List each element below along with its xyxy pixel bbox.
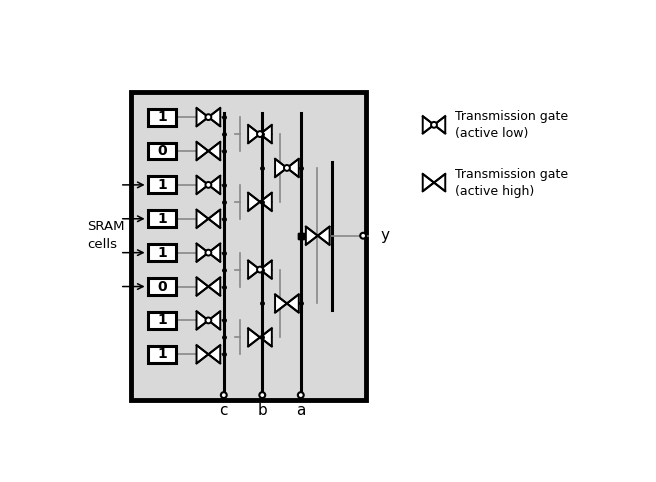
Polygon shape <box>275 159 287 177</box>
Polygon shape <box>209 243 220 262</box>
Polygon shape <box>248 328 260 347</box>
FancyBboxPatch shape <box>148 210 176 227</box>
Polygon shape <box>197 176 209 194</box>
Text: 1: 1 <box>157 348 167 362</box>
FancyBboxPatch shape <box>131 92 366 400</box>
Polygon shape <box>209 311 220 330</box>
Circle shape <box>257 267 263 272</box>
Text: c: c <box>220 403 228 418</box>
Polygon shape <box>248 260 260 279</box>
Circle shape <box>284 165 290 171</box>
Text: (active high): (active high) <box>455 185 534 198</box>
Text: Transmission gate: Transmission gate <box>455 168 568 181</box>
Circle shape <box>205 250 211 255</box>
Polygon shape <box>318 227 329 245</box>
Polygon shape <box>209 277 220 295</box>
FancyBboxPatch shape <box>148 346 176 363</box>
Text: Transmission gate: Transmission gate <box>455 110 568 123</box>
Polygon shape <box>209 142 220 160</box>
Polygon shape <box>306 227 318 245</box>
Circle shape <box>221 392 227 398</box>
Polygon shape <box>248 125 260 143</box>
Text: y: y <box>380 228 389 243</box>
Text: a: a <box>296 403 306 418</box>
Polygon shape <box>260 328 272 347</box>
Polygon shape <box>422 116 434 134</box>
Circle shape <box>360 233 366 239</box>
Polygon shape <box>197 311 209 330</box>
Polygon shape <box>209 210 220 228</box>
Circle shape <box>205 318 211 323</box>
Text: 0: 0 <box>157 144 167 158</box>
Circle shape <box>257 131 263 137</box>
Polygon shape <box>197 210 209 228</box>
Text: b: b <box>257 403 267 418</box>
FancyBboxPatch shape <box>148 278 176 295</box>
Text: 1: 1 <box>157 178 167 192</box>
Polygon shape <box>248 193 260 211</box>
Polygon shape <box>287 159 298 177</box>
Polygon shape <box>197 243 209 262</box>
Polygon shape <box>260 125 272 143</box>
Text: 1: 1 <box>157 212 167 226</box>
Polygon shape <box>260 193 272 211</box>
Polygon shape <box>197 345 209 363</box>
FancyBboxPatch shape <box>148 244 176 261</box>
Text: 1: 1 <box>157 246 167 260</box>
Text: (active low): (active low) <box>455 127 528 140</box>
Circle shape <box>259 392 265 398</box>
FancyBboxPatch shape <box>148 176 176 193</box>
Polygon shape <box>197 108 209 126</box>
Text: 0: 0 <box>157 280 167 294</box>
Polygon shape <box>287 295 298 313</box>
Circle shape <box>205 182 211 188</box>
Circle shape <box>298 392 304 398</box>
Polygon shape <box>209 108 220 126</box>
Polygon shape <box>197 277 209 295</box>
FancyBboxPatch shape <box>148 143 176 160</box>
Polygon shape <box>209 345 220 363</box>
Polygon shape <box>434 116 445 134</box>
Polygon shape <box>275 295 287 313</box>
Polygon shape <box>434 174 445 191</box>
FancyBboxPatch shape <box>148 108 176 126</box>
Circle shape <box>205 114 211 120</box>
FancyBboxPatch shape <box>148 312 176 329</box>
Circle shape <box>431 122 437 128</box>
Text: SRAM: SRAM <box>87 220 125 233</box>
Polygon shape <box>422 174 434 191</box>
Polygon shape <box>197 142 209 160</box>
Polygon shape <box>209 176 220 194</box>
Polygon shape <box>260 260 272 279</box>
Text: cells: cells <box>87 239 117 252</box>
Text: 1: 1 <box>157 110 167 124</box>
Text: 1: 1 <box>157 313 167 327</box>
